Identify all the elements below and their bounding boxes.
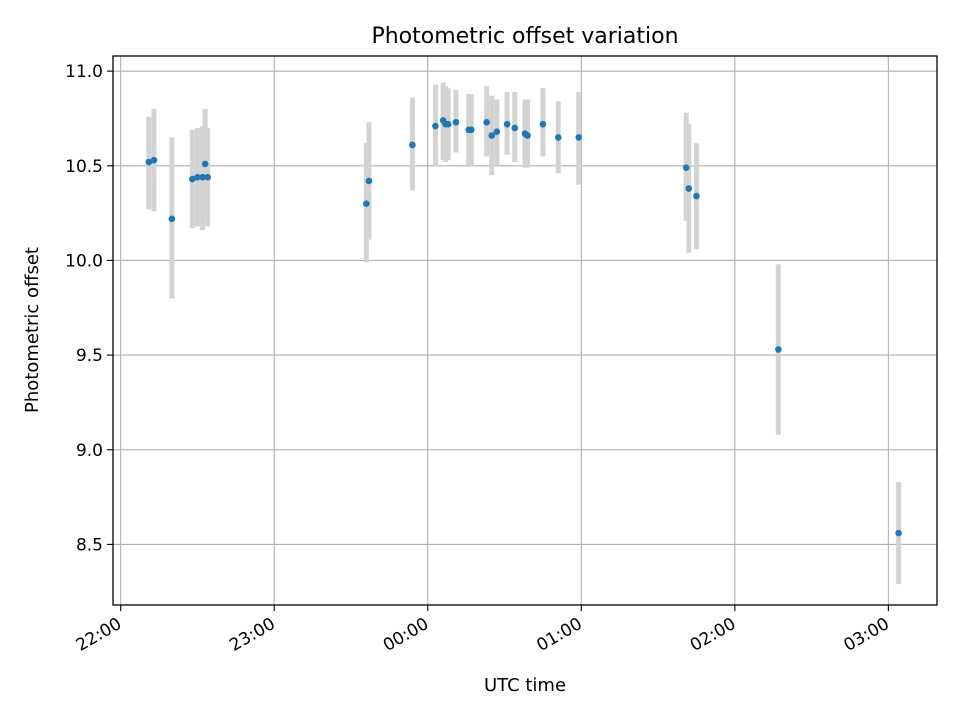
x-tick-label: 23:00	[226, 614, 278, 656]
data-point	[452, 118, 460, 126]
data-point	[554, 134, 562, 141]
y-axis-ticks: 8.5 9.0 9.5 10.0 10.5 11.0	[65, 62, 113, 555]
y-tick-label: 10.0	[65, 251, 103, 271]
data-point	[365, 177, 373, 185]
data-point	[150, 156, 158, 164]
plot-frame	[112, 55, 938, 606]
chart-title: Photometric offset variation	[371, 24, 678, 49]
data-point	[693, 192, 700, 200]
data-point	[493, 128, 501, 136]
y-tick-label: 8.5	[76, 535, 103, 555]
data-point	[775, 346, 782, 353]
data-point	[204, 173, 211, 181]
data-point	[201, 160, 209, 168]
data-point	[895, 529, 902, 537]
data-point	[409, 141, 416, 149]
data-point	[363, 200, 370, 207]
data-point	[524, 132, 531, 139]
y-axis-label: Photometric offset	[22, 247, 43, 413]
x-tick-label: 01:00	[533, 614, 585, 656]
data-point	[682, 164, 690, 171]
data-point	[194, 173, 201, 181]
x-tick-label: 02:00	[687, 614, 739, 656]
x-axis-label: UTC time	[484, 675, 566, 696]
data-point	[575, 134, 583, 141]
data-point	[503, 120, 511, 128]
x-tick-label: 00:00	[380, 614, 432, 656]
data-point	[488, 132, 496, 139]
x-axis-ticks: 22:00 23:00 00:00 01:00 02:00 03:00	[73, 605, 893, 656]
data-point	[511, 124, 519, 132]
data-point	[145, 158, 153, 166]
data-point	[444, 120, 452, 128]
data-point	[467, 126, 475, 134]
x-tick-label: 22:00	[73, 614, 125, 656]
grid-lines	[113, 56, 937, 605]
y-tick-label: 9.0	[76, 441, 103, 461]
data-points	[145, 117, 902, 537]
error-bars	[146, 82, 902, 585]
data-point	[168, 215, 176, 223]
data-point	[539, 120, 547, 128]
data-point	[483, 118, 490, 126]
y-tick-label: 9.5	[76, 346, 103, 366]
data-point	[432, 122, 439, 130]
x-tick-label: 03:00	[840, 614, 892, 656]
data-point	[199, 173, 206, 181]
y-tick-label: 11.0	[65, 62, 103, 82]
data-point	[189, 175, 196, 183]
data-point	[685, 185, 693, 192]
y-tick-label: 10.5	[65, 157, 103, 177]
